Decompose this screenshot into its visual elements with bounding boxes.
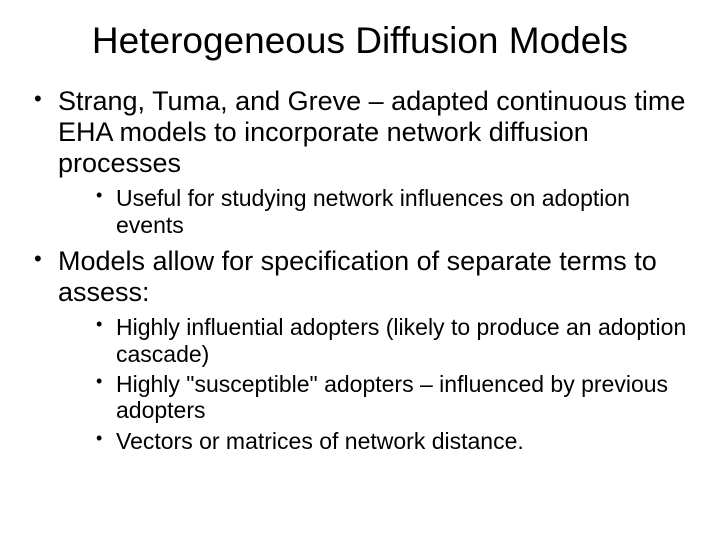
sub-bullet-text: Highly "susceptible" adopters – influenc… [116,371,668,423]
sub-bullet-text: Vectors or matrices of network distance. [116,428,524,454]
sub-bullet-text: Useful for studying network influences o… [116,185,630,237]
sub-bullet-item: Highly influential adopters (likely to p… [94,314,690,367]
sub-bullet-text: Highly influential adopters (likely to p… [116,314,686,366]
sub-bullet-list: Highly influential adopters (likely to p… [58,314,690,454]
sub-bullet-item: Vectors or matrices of network distance. [94,428,690,454]
bullet-text: Models allow for specification of separa… [58,246,657,307]
bullet-item: Models allow for specification of separa… [30,246,690,454]
bullet-text: Strang, Tuma, and Greve – adapted contin… [58,86,685,178]
bullet-item: Strang, Tuma, and Greve – adapted contin… [30,86,690,238]
bullet-list: Strang, Tuma, and Greve – adapted contin… [30,86,690,454]
sub-bullet-list: Useful for studying network influences o… [58,185,690,238]
sub-bullet-item: Useful for studying network influences o… [94,185,690,238]
slide-title: Heterogeneous Diffusion Models [30,20,690,62]
sub-bullet-item: Highly "susceptible" adopters – influenc… [94,371,690,424]
